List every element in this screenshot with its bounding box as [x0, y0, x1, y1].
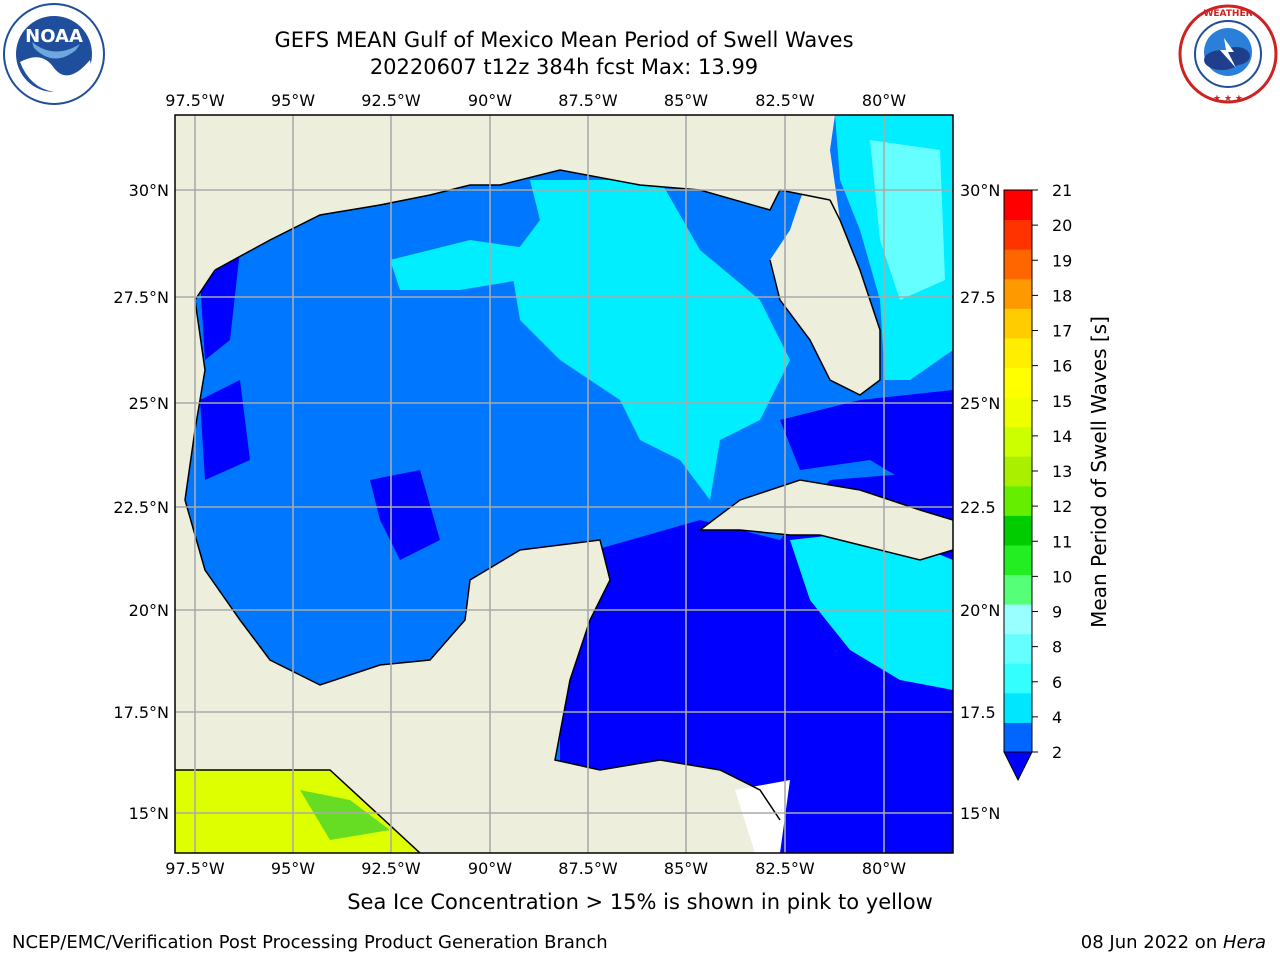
colorbar-segment [1004, 190, 1032, 221]
colorbar-segment [1004, 515, 1032, 546]
map-area [175, 115, 953, 853]
lon-tick: 87.5°W [558, 859, 618, 878]
colorbar-tick-label: 14 [1052, 427, 1072, 446]
lon-tick: 90°W [468, 91, 512, 110]
colorbar-tick-label: 10 [1052, 567, 1072, 586]
colorbar-segment [1004, 456, 1032, 487]
graticule [175, 115, 953, 853]
lat-ticks-left: 30°N 27.5°N 25°N 22.5°N 20°N 17.5°N 15°N [113, 181, 169, 823]
lat-tick: 17.5 [960, 703, 996, 722]
lon-tick: 95°W [271, 91, 315, 110]
colorbar-tick-label: 11 [1052, 532, 1072, 551]
lat-tick: 22.5°N [113, 498, 169, 517]
lat-tick: 22.5 [960, 498, 996, 517]
lat-tick: 15°N [129, 804, 169, 823]
lon-tick: 80°W [862, 91, 906, 110]
colorbar-tick-label: 9 [1052, 603, 1062, 622]
noaa-logo-text: NOAA [25, 26, 83, 47]
lat-tick: 20°N [960, 601, 1000, 620]
colorbar-segment [1004, 692, 1032, 723]
chart-title: GEFS MEAN Gulf of Mexico Mean Period of … [274, 28, 854, 52]
lon-tick: 87.5°W [558, 91, 618, 110]
colorbar-tick-label: 19 [1052, 251, 1072, 270]
colorbar-tick-label: 18 [1052, 286, 1072, 305]
lat-ticks-right: 30°N 27.5 25°N 22.5 20°N 17.5 15°N [960, 181, 1000, 823]
colorbar-tick-label: 17 [1052, 322, 1072, 341]
sea-ice-note: Sea Ice Concentration > 15% is shown in … [347, 890, 933, 914]
svg-text:★ ★ ★: ★ ★ ★ [1213, 94, 1243, 104]
lat-tick: 15°N [960, 804, 1000, 823]
lat-tick: 25°N [960, 394, 1000, 413]
lat-tick: 25°N [129, 394, 169, 413]
lon-tick: 82.5°W [755, 859, 815, 878]
nws-logo: WEATHER ★ ★ ★ [1178, 4, 1278, 104]
colorbar-segment [1004, 219, 1032, 250]
lon-tick: 97.5°W [165, 859, 225, 878]
atlantic-high-swell-patch [870, 140, 945, 300]
colorbar-segment [1004, 663, 1032, 694]
lat-tick: 27.5°N [113, 288, 169, 307]
chart-subtitle: 20220607 t12z 384h fcst Max: 13.99 [369, 55, 759, 79]
lon-tick: 90°W [468, 859, 512, 878]
colorbar-segment [1004, 278, 1032, 309]
central-gulf-swell-region [510, 180, 790, 500]
lon-tick: 92.5°W [361, 91, 421, 110]
colorbar-under-arrow [1003, 751, 1033, 782]
lat-tick: 30°N [129, 181, 169, 200]
colorbar-tick-label: 6 [1052, 673, 1062, 692]
lon-tick: 92.5°W [361, 859, 421, 878]
colorbar-tick-label: 13 [1052, 462, 1072, 481]
lat-tick: 30°N [960, 181, 1000, 200]
colorbar-segment [1004, 722, 1032, 753]
colorbar-tick-label: 2 [1052, 743, 1062, 762]
colorbar-tick-label: 12 [1052, 497, 1072, 516]
svg-text:WEATHER: WEATHER [1203, 9, 1252, 19]
lon-tick: 80°W [862, 859, 906, 878]
footer-date: 08 Jun 2022 on Hera [1080, 932, 1266, 953]
colorbar-segment [1004, 367, 1032, 398]
footer-credit: NCEP/EMC/Verification Post Processing Pr… [12, 932, 608, 953]
lon-ticks-bottom: 97.5°W 95°W 92.5°W 90°W 87.5°W 85°W 82.5… [165, 859, 906, 878]
lon-tick: 97.5°W [165, 91, 225, 110]
lon-tick: 85°W [664, 859, 708, 878]
colorbar-tick-label: 8 [1052, 638, 1062, 657]
colorbar-tick-label: 21 [1052, 181, 1072, 200]
colorbar-tick-label: 16 [1052, 357, 1072, 376]
colorbar-segment [1004, 397, 1032, 428]
colorbar: 2 4 6 8 9 10 11 12 13 14 15 16 17 18 19 20 21 [1003, 181, 1072, 782]
colorbar-segment [1004, 633, 1032, 664]
lon-tick: 95°W [271, 859, 315, 878]
florida-land [770, 115, 880, 395]
colorbar-tick-label: 4 [1052, 708, 1062, 727]
lat-tick: 20°N [129, 601, 169, 620]
colorbar-segment [1004, 249, 1032, 280]
colorbar-segment [1004, 544, 1032, 576]
noaa-logo: NOAA [3, 3, 105, 105]
colorbar-segment [1004, 426, 1032, 457]
colorbar-segment [1004, 308, 1032, 339]
colorbar-segment [1004, 337, 1032, 368]
lat-tick: 27.5 [960, 288, 996, 307]
north-gulf-swell-patch [390, 240, 540, 290]
colorbar-tick-label: 20 [1052, 216, 1072, 235]
lat-tick: 17.5°N [113, 703, 169, 722]
lon-tick: 82.5°W [755, 91, 815, 110]
colorbar-segment [1004, 604, 1032, 635]
colorbar-tick-label: 15 [1052, 392, 1072, 411]
lon-tick: 85°W [664, 91, 708, 110]
colorbar-segment [1004, 485, 1032, 516]
map-frame [174, 114, 954, 854]
footer-machine: Hera [1222, 932, 1266, 953]
colorbar-segment [1004, 574, 1032, 605]
colorbar-label: Mean Period of Swell Waves [s] [1087, 316, 1111, 628]
lon-ticks-top: 97.5°W 95°W 92.5°W 90°W 87.5°W 85°W 82.5… [165, 91, 906, 110]
